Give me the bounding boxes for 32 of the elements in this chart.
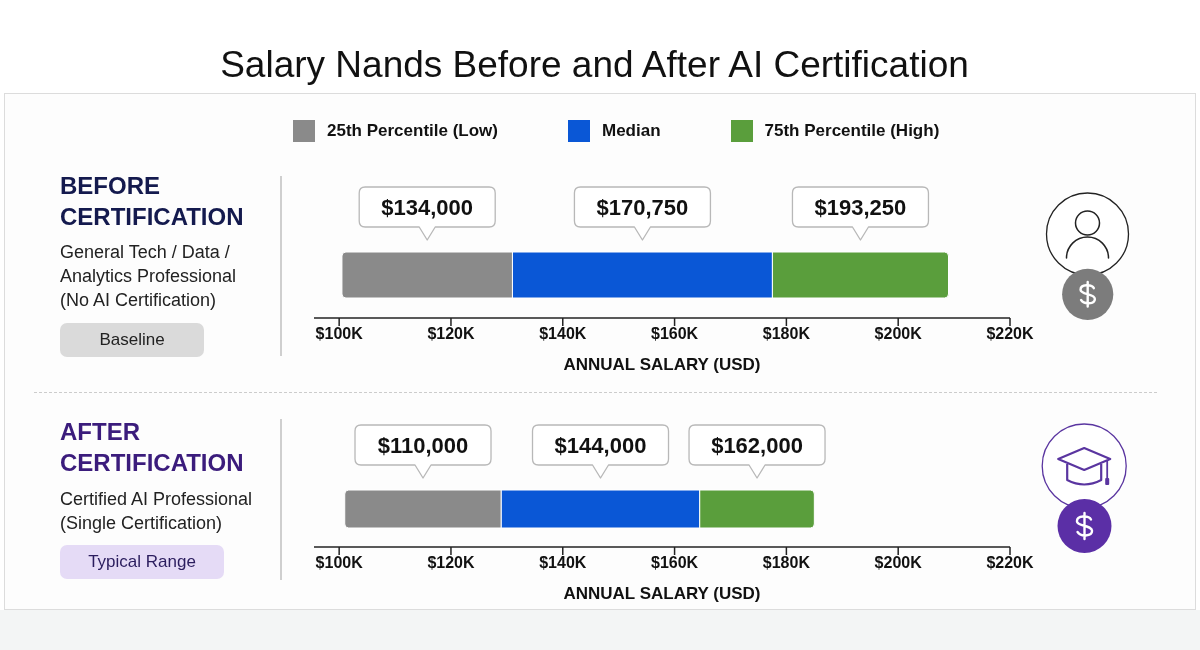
x-tick-label: $220K (986, 554, 1035, 572)
annotation: $162,000 (711, 432, 803, 458)
text: Certified AI Professional (Single Certification) (60, 487, 254, 535)
x-tick-label: $180K (762, 554, 811, 572)
annotation: $193,250 (814, 194, 907, 220)
annotation: $110,000 (377, 432, 469, 458)
x-tick-label: $100K (315, 554, 364, 572)
text: General Tech / Data / Analytics Professional (No AI Certification) (60, 241, 238, 312)
badge: Typical Range (60, 545, 224, 579)
y-tick-label: AFTER CERTIFICATION (60, 417, 245, 478)
badge: Baseline (60, 322, 204, 357)
x-tick-label: $100K (315, 325, 364, 343)
annotation: $144,000 (554, 432, 647, 458)
legend-label: Median (601, 120, 661, 142)
x-tick-label: $160K (651, 554, 699, 572)
x-tick-label: $160K (651, 325, 699, 343)
x-tick-label: $180K (762, 325, 811, 343)
x-tick-label: $200K (874, 554, 923, 572)
x-tick-label: $220K (986, 325, 1035, 343)
annotation: $134,000 (381, 194, 474, 220)
chart-title: Salary Nands Before and After AI Certification (219, 44, 970, 86)
x-axis-title: ANNUAL SALARY (USD) (563, 355, 761, 374)
x-tick-label: $140K (539, 554, 587, 572)
legend-label: 75th Percentile (High) (764, 120, 940, 142)
y-tick-label: BEFORE CERTIFICATION (60, 170, 245, 232)
x-axis-title: ANNUAL SALARY (USD) (563, 584, 761, 603)
annotation: $170,750 (596, 194, 689, 220)
x-tick-label: $120K (427, 554, 475, 572)
legend-label: 25th Percentile (Low) (327, 120, 498, 142)
x-tick-label: $200K (874, 325, 923, 343)
x-tick-label: $120K (427, 325, 475, 343)
x-tick-label: $140K (539, 325, 587, 343)
